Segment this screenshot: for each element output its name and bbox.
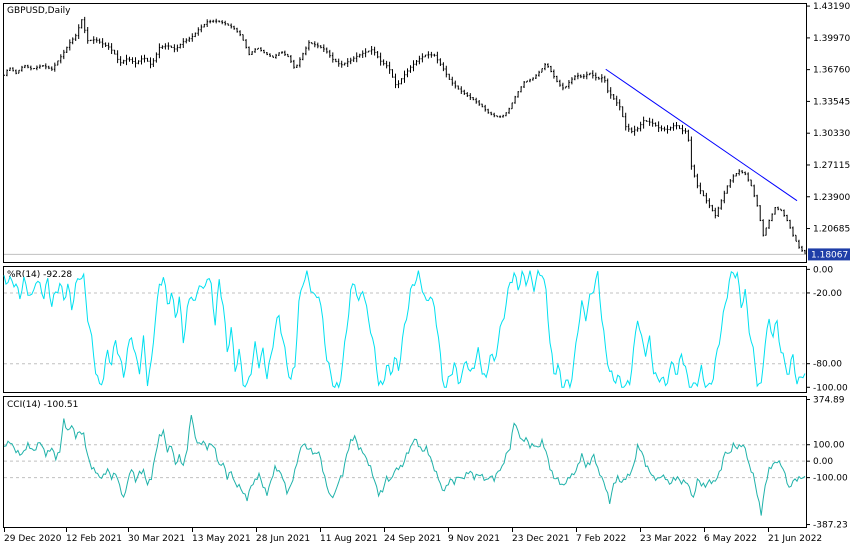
price-tick-label: 1.33545 bbox=[813, 97, 850, 107]
trendline bbox=[605, 68, 798, 202]
price-tick-label: 1.27115 bbox=[813, 161, 850, 171]
cci-line bbox=[3, 415, 806, 516]
wpr-tick-label: -20.00 bbox=[813, 289, 842, 299]
price-tick-label: 1.30330 bbox=[813, 129, 850, 139]
date-tick-label: 12 Feb 2021 bbox=[66, 534, 122, 544]
date-tick-label: 30 Mar 2021 bbox=[128, 534, 185, 544]
cci-layer bbox=[3, 415, 806, 516]
wpr-tick-label: 0.00 bbox=[813, 265, 833, 275]
wpr-tick-label: -80.00 bbox=[813, 360, 842, 370]
date-tick-label: 6 May 2022 bbox=[704, 534, 757, 544]
date-tick-label: 13 May 2021 bbox=[192, 534, 251, 544]
cci-panel-frame bbox=[3, 396, 807, 528]
axis-layer: 1.43190 1.39970 1.36760 1.33545 1.30330 1.271… bbox=[4, 2, 850, 544]
cci-tick-label: -100.00 bbox=[813, 474, 848, 484]
date-tick-label: 7 Feb 2022 bbox=[576, 534, 626, 544]
price-layer bbox=[3, 16, 806, 255]
price-tick-label: 1.23900 bbox=[813, 193, 850, 203]
last-price-tag bbox=[808, 248, 850, 261]
cci-panel-title: CCI(14) -100.51 bbox=[7, 400, 78, 410]
date-tick-label: 24 Sep 2021 bbox=[384, 534, 441, 544]
date-tick-label: 11 Aug 2021 bbox=[320, 534, 378, 544]
price-tick-label: 1.36760 bbox=[813, 66, 850, 76]
wpr-panel-title: %R(14) -92.28 bbox=[7, 270, 72, 280]
date-tick-label: 29 Dec 2020 bbox=[4, 534, 62, 544]
cci-tick-label: 100.00 bbox=[813, 441, 845, 451]
date-tick-label: 23 Dec 2021 bbox=[512, 534, 570, 544]
cci-tick-label: 0.00 bbox=[813, 457, 833, 467]
wpr-layer bbox=[3, 269, 806, 390]
price-tick-label: 1.39970 bbox=[813, 34, 850, 44]
wpr-panel-frame bbox=[3, 266, 807, 393]
wpr-tick-label: -100.00 bbox=[813, 383, 848, 393]
price-bars bbox=[3, 16, 806, 255]
wpr-line bbox=[3, 269, 806, 390]
cci-tick-label: 374.89 bbox=[813, 395, 845, 405]
cci-tick-label: -387.23 bbox=[813, 521, 848, 531]
date-tick-label: 23 Mar 2022 bbox=[640, 534, 697, 544]
date-tick-label: 21 Jun 2022 bbox=[768, 534, 822, 544]
date-tick-label: 9 Nov 2021 bbox=[448, 534, 500, 544]
price-tick-label: 1.20685 bbox=[813, 225, 850, 235]
price-tick-label: 1.43190 bbox=[813, 2, 850, 12]
price-panel-title: GBPUSD,Daily bbox=[7, 6, 71, 16]
last-price-label: 1.18067 bbox=[811, 250, 848, 260]
date-tick-label: 28 Jun 2021 bbox=[256, 534, 310, 544]
